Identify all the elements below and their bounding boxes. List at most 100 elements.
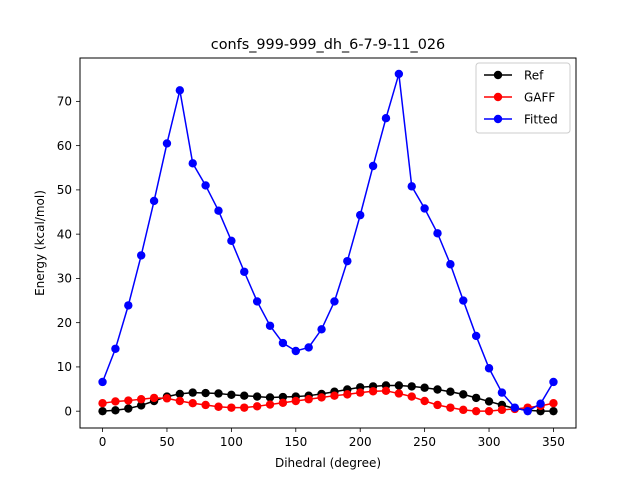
data-point-gaff	[549, 399, 558, 408]
data-point-fitted	[394, 69, 404, 79]
y-axis: 0 10 20 30 40 50 60 70	[57, 95, 80, 418]
data-point-ref	[201, 388, 210, 398]
data-point-gaff	[381, 386, 391, 396]
data-point-fitted	[356, 210, 365, 220]
data-point-ref	[124, 404, 133, 413]
data-point-gaff	[227, 403, 236, 412]
data-point-ref	[175, 389, 185, 399]
data-point-gaff	[291, 396, 300, 406]
data-point-fitted	[252, 297, 262, 306]
data-point-ref	[394, 381, 404, 390]
data-point-gaff	[136, 395, 146, 404]
data-point-fitted	[510, 403, 520, 412]
data-point-fitted	[420, 204, 429, 213]
data-point-fitted	[407, 182, 416, 191]
data-point-gaff	[201, 400, 210, 410]
data-point-ref	[446, 387, 455, 396]
data-point-gaff	[188, 399, 197, 408]
data-point-ref	[407, 382, 416, 391]
plot-area-frame	[79, 57, 577, 429]
data-point-ref	[188, 388, 197, 397]
data-point-ref	[471, 393, 481, 403]
y-axis-label: Energy (kcal/mol)	[33, 190, 47, 296]
y-tick-label: 10	[57, 360, 72, 374]
data-point-ref	[111, 406, 120, 415]
data-point-fitted	[136, 251, 146, 260]
data-point-fitted	[497, 388, 507, 397]
chart-title: confs_999-999_dh_6-7-9-11_026	[211, 37, 445, 53]
data-point-gaff	[317, 393, 326, 402]
data-point-gaff	[304, 395, 313, 404]
data-point-gaff	[484, 406, 494, 416]
data-point-gaff	[407, 392, 416, 401]
data-point-fitted	[201, 181, 210, 190]
data-point-fitted	[343, 256, 352, 266]
data-point-ref	[227, 390, 236, 400]
data-point-gaff	[330, 391, 339, 400]
y-tick-label: 30	[57, 272, 72, 286]
series-line-fitted	[101, 73, 555, 412]
data-point-ref	[459, 390, 468, 399]
data-point-fitted	[536, 399, 545, 408]
data-point-fitted	[265, 321, 275, 330]
legend-label-ref: Ref	[524, 68, 544, 82]
legend-label-fitted: Fitted	[524, 112, 558, 126]
data-point-fitted	[149, 196, 159, 206]
data-point-gaff	[471, 406, 481, 416]
data-point-fitted	[175, 86, 185, 95]
data-point-gaff	[446, 403, 455, 412]
data-point-fitted	[162, 139, 172, 148]
x-tick-label: 300	[478, 435, 501, 449]
data-point-ref	[420, 383, 429, 392]
x-tick-label: 200	[349, 435, 372, 449]
x-tick-label: 0	[99, 435, 107, 449]
x-axis-label: Dihedral (degree)	[275, 456, 381, 470]
y-tick-label: 0	[64, 404, 72, 418]
data-point-fitted	[549, 377, 558, 387]
data-point-gaff	[240, 403, 249, 412]
data-point-gaff	[356, 388, 365, 397]
x-tick-label: 50	[159, 435, 174, 449]
data-point-ref	[549, 406, 558, 416]
data-point-fitted	[433, 229, 442, 238]
data-point-fitted	[98, 377, 107, 387]
data-point-ref	[265, 393, 275, 402]
data-point-gaff	[162, 394, 172, 403]
data-point-ref	[240, 391, 249, 400]
data-point-fitted	[304, 343, 313, 352]
data-point-fitted	[291, 346, 300, 356]
data-point-fitted	[317, 325, 326, 334]
data-point-fitted	[330, 297, 339, 306]
legend: Ref GAFF Fitted	[475, 62, 571, 134]
data-point-gaff	[343, 390, 352, 399]
data-point-fitted	[446, 260, 455, 269]
data-point-ref	[433, 385, 442, 394]
data-point-fitted	[523, 406, 532, 416]
data-point-fitted	[471, 331, 481, 341]
data-point-gaff	[111, 397, 120, 406]
data-point-gaff	[252, 402, 262, 411]
data-point-gaff	[497, 405, 507, 415]
data-point-gaff	[420, 396, 429, 406]
y-tick-label: 70	[57, 95, 72, 109]
data-point-ref	[98, 406, 107, 416]
data-point-fitted	[278, 338, 288, 348]
x-tick-label: 150	[284, 435, 307, 449]
data-point-ref	[484, 397, 494, 406]
data-point-ref	[214, 389, 223, 398]
data-point-fitted	[188, 159, 197, 168]
data-point-gaff	[175, 396, 185, 406]
legend-marker-gaff	[493, 92, 503, 102]
data-point-gaff	[98, 399, 107, 408]
y-tick-label: 20	[57, 316, 72, 330]
legend-label-gaff: GAFF	[524, 90, 555, 104]
x-tick-label: 250	[413, 435, 436, 449]
data-point-fitted	[227, 236, 236, 245]
data-point-fitted	[368, 161, 378, 171]
data-point-fitted	[111, 344, 120, 353]
y-tick-label: 50	[57, 183, 72, 197]
data-point-fitted	[124, 301, 133, 310]
y-tick-label: 40	[57, 227, 72, 241]
plot-marks	[98, 69, 558, 416]
